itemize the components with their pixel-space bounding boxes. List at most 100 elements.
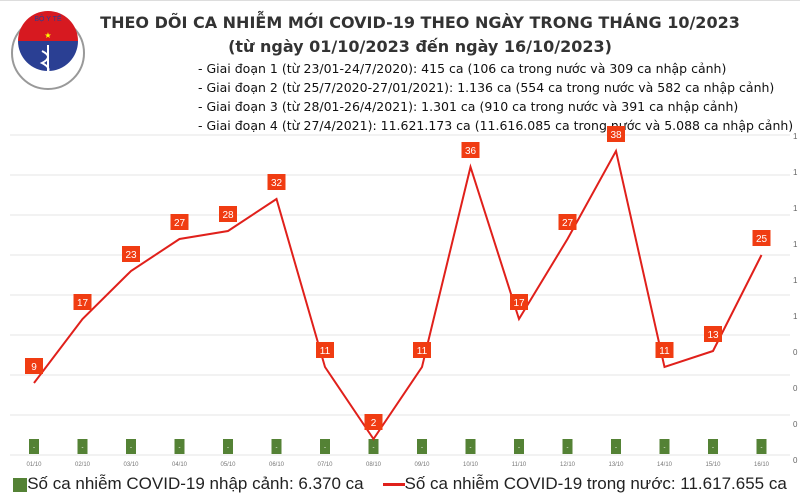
x-tick-label: 02/10: [75, 462, 91, 468]
data-label: 13: [707, 330, 719, 341]
legend-domestic: Số ca nhiễm COVID-19 trong nước: 11.617.…: [404, 474, 787, 493]
y-tick-label: 1: [793, 132, 798, 141]
x-tick-label: 08/10: [366, 462, 382, 468]
bar-data-label: -: [82, 445, 84, 451]
data-label: 17: [77, 298, 89, 309]
data-label: 11: [659, 346, 670, 357]
legend-swatch-domestic: [382, 483, 405, 487]
note-phase-3: - Giai đoạn 3 (từ 28/01-26/4/2021): 1.30…: [198, 99, 739, 114]
x-tick-label: 05/10: [220, 462, 236, 468]
data-label-box: [461, 142, 480, 158]
bar-imported: [29, 439, 39, 454]
bar-data-label: -: [664, 445, 666, 451]
x-tick-label: 04/10: [172, 462, 188, 468]
note-phase-2: - Giai đoạn 2 (từ 25/7/2020-27/01/2021):…: [198, 80, 775, 95]
bar-data-label: -: [33, 445, 35, 451]
bar-data-label: -: [130, 445, 132, 451]
x-tick-label: 15/10: [705, 462, 721, 468]
notes: - Giai đoạn 1 (từ 23/01-24/7/2020): 415 …: [198, 59, 793, 135]
data-label-box: [607, 126, 625, 142]
data-label-box: [752, 230, 771, 246]
x-tick-label: 12/10: [560, 462, 576, 468]
x-tick-label: 14/10: [657, 462, 673, 468]
chart-subtitle: (từ ngày 01/10/2023 đến ngày 16/10/2023): [228, 37, 612, 56]
data-label: 17: [513, 298, 525, 309]
bar-imported: [514, 439, 524, 454]
data-label-box: [267, 174, 286, 190]
data-label: 11: [320, 346, 331, 357]
data-label-box: [122, 246, 140, 262]
svg-text:★: ★: [44, 31, 51, 40]
note-phase-1: - Giai đoạn 1 (từ 23/01-24/7/2020): 415 …: [198, 61, 727, 76]
data-label: 28: [222, 210, 234, 221]
x-tick-label: 10/10: [463, 462, 479, 468]
data-label: 25: [756, 234, 768, 245]
bar-data-label: -: [712, 445, 714, 451]
bar-imported: [417, 439, 427, 454]
bar-data-label: -: [518, 445, 520, 451]
data-label: 11: [417, 346, 428, 357]
data-label-box: [170, 214, 189, 230]
x-tick-label: 06/10: [269, 462, 285, 468]
bar-data-label: -: [567, 445, 569, 451]
y-tick-label: 0: [793, 456, 798, 465]
data-label-box: [364, 414, 383, 430]
chart-title: THEO DÕI CA NHIỄM MỚI COVID-19 THEO NGÀY…: [100, 13, 740, 32]
data-label-box: [558, 214, 577, 230]
x-tick-label: 13/10: [608, 462, 624, 468]
data-label: 23: [125, 250, 137, 261]
svg-text:BỘ Y TẾ: BỘ Y TẾ: [34, 13, 62, 23]
y-tick-label: 1: [793, 204, 798, 213]
data-label-box: [25, 358, 43, 374]
data-label-box: [316, 342, 334, 358]
bar-imported: [271, 439, 282, 454]
x-tick-label: 16/10: [754, 462, 770, 468]
data-label-box: [219, 206, 237, 222]
data-label-box: [704, 326, 722, 342]
bar-data-label: -: [276, 445, 278, 451]
bar-imported: [708, 439, 718, 454]
y-tick-label: 1: [793, 240, 798, 249]
y-tick-label: 0: [793, 348, 798, 357]
y-tick-label: 0: [793, 384, 798, 393]
data-label: 32: [271, 178, 283, 189]
data-label-box: [655, 342, 674, 358]
bar-imported: [562, 439, 573, 454]
bar-imported: [320, 439, 330, 454]
bar-data-label: -: [324, 445, 326, 451]
data-label: 27: [562, 218, 574, 229]
x-tick-label: 11/10: [512, 462, 527, 468]
data-label: 9: [31, 362, 37, 373]
bar-imported: [223, 439, 233, 454]
legend-swatch-imported: [13, 477, 28, 492]
note-phase-4: - Giai đoạn 4 (từ 27/4/2021): 11.621.173…: [198, 118, 794, 133]
bar-imported: [611, 439, 621, 454]
x-tick-label: 03/10: [123, 462, 139, 468]
data-label: 36: [465, 146, 477, 157]
y-tick-label: 1: [793, 276, 798, 285]
data-label-box: [73, 294, 92, 310]
bar-data-label: -: [421, 445, 423, 451]
bar-data-label: -: [179, 445, 181, 451]
bar-imported: [174, 439, 185, 454]
data-label-box: [413, 342, 431, 358]
legend: Số ca nhiễm COVID-19 nhập cảnh: 6.370 ca…: [0, 474, 800, 494]
bar-data-label: -: [761, 445, 763, 451]
bar-data-label: -: [470, 445, 472, 451]
x-tick-label: 01/10: [26, 462, 42, 468]
y-tick-label: 1: [793, 312, 798, 321]
y-tick-label: 0: [793, 420, 798, 429]
data-label: 27: [174, 218, 186, 229]
bar-imported: [465, 439, 476, 454]
data-label: 2: [371, 418, 377, 429]
x-tick-label: 09/10: [414, 462, 430, 468]
bar-imported: [756, 439, 767, 454]
bar-data-label: -: [227, 445, 229, 451]
y-tick-label: 1: [793, 168, 798, 177]
bar-data-label: -: [615, 445, 617, 451]
bar-imported: [126, 439, 136, 454]
bar-imported: [368, 439, 379, 454]
bar-data-label: -: [373, 445, 375, 451]
